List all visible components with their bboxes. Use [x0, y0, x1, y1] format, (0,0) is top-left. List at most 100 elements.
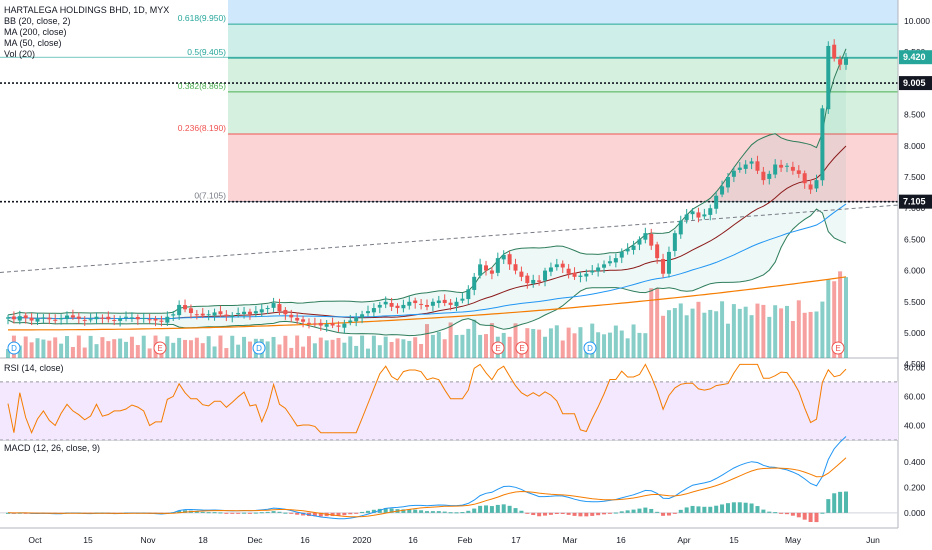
volume-bar	[525, 328, 530, 358]
macd-hist-bar	[401, 509, 406, 513]
rsi-legend[interactable]: RSI (14, close)	[4, 363, 64, 373]
candle-body	[525, 275, 530, 284]
candle-body	[696, 212, 701, 218]
volume-bar	[631, 324, 636, 358]
volume-bar	[277, 344, 282, 358]
event-marker-label: E	[835, 344, 840, 353]
macd-hist-bar	[649, 508, 654, 513]
macd-hist-bar	[672, 512, 677, 514]
volume-bar	[767, 316, 772, 358]
candle-body	[124, 316, 129, 318]
candle-body	[844, 57, 848, 65]
macd-tick-label: 0.000	[904, 508, 926, 518]
macd-hist-bar	[253, 512, 258, 514]
macd-hist-bar	[259, 512, 264, 514]
candle-body	[454, 301, 459, 307]
volume-bar	[395, 338, 400, 358]
macd-hist-bar	[513, 508, 518, 513]
volume-bar	[672, 308, 677, 358]
volume-bar	[554, 325, 559, 358]
vol-legend[interactable]: Vol (20)	[4, 49, 36, 59]
macd-hist-bar	[525, 512, 530, 514]
volume-bar	[543, 336, 548, 358]
candle-body	[631, 245, 636, 250]
candle-body	[236, 313, 241, 315]
volume-bar	[537, 329, 542, 358]
macd-hist-bar	[749, 503, 754, 513]
ma50-line	[7, 203, 847, 320]
macd-hist-bar	[177, 510, 182, 513]
candle-body	[690, 211, 695, 215]
macd-hist-bar	[584, 512, 589, 517]
candle-body	[484, 265, 489, 271]
macd-hist-bar	[407, 509, 412, 513]
volume-bar	[484, 334, 489, 358]
macd-tick-label: 0.400	[904, 457, 926, 467]
fib-labels: 0.618(9.950) 0.5(9.405) 0.382(8.865) 0.236(…	[178, 13, 226, 201]
event-marker-label: D	[587, 344, 593, 353]
macd-hist-bar	[537, 512, 542, 517]
candle-body	[826, 45, 831, 110]
volume-bar	[666, 310, 671, 358]
volume-bar	[17, 345, 22, 358]
macd-hist-bar	[702, 506, 707, 513]
volume-bar	[436, 331, 441, 358]
candle-body	[312, 323, 317, 325]
macd-hist-bar	[430, 511, 435, 513]
macd-hist-bar	[619, 511, 624, 513]
time-tick-label: Apr	[677, 535, 690, 545]
candle-body	[354, 317, 359, 322]
candle-body	[17, 316, 22, 321]
volume-bar	[212, 346, 217, 358]
macd-hist-bar	[661, 512, 666, 516]
volume-bar	[147, 348, 152, 358]
volume-bar	[165, 336, 170, 358]
volume-bar	[135, 345, 140, 358]
bb-legend[interactable]: BB (20, close, 2)	[4, 16, 71, 26]
candle-body	[602, 264, 607, 268]
ma50-legend[interactable]: MA (50, close)	[4, 38, 62, 48]
candle-body	[65, 315, 70, 320]
volume-bar	[301, 346, 306, 358]
volume-bar	[832, 281, 837, 358]
macd-hist-bar	[448, 512, 453, 514]
ma200-legend[interactable]: MA (200, close)	[4, 27, 67, 37]
volume-bar	[844, 277, 848, 358]
candle-body	[94, 316, 99, 320]
candle-body	[265, 308, 270, 310]
volume-bar	[23, 336, 28, 358]
macd-legend[interactable]: MACD (12, 26, close, 9)	[4, 443, 101, 453]
volume-bar	[725, 323, 730, 358]
candle-body	[507, 254, 512, 265]
volume-bar	[413, 337, 418, 358]
candle-body	[277, 304, 282, 312]
volume-bar	[88, 335, 93, 358]
volume-bar	[838, 271, 843, 358]
fibonacci-retracement[interactable]	[0, 0, 898, 203]
macd-hist-bar	[826, 499, 831, 513]
candle-body	[253, 311, 258, 314]
candle-body	[637, 239, 642, 245]
candle-body	[790, 166, 795, 171]
volume-bar	[566, 327, 571, 358]
volume-bar	[53, 337, 58, 358]
volume-bar	[35, 338, 40, 358]
bb-fill	[8, 48, 846, 336]
volume-bar	[230, 335, 235, 358]
volume-bar	[531, 328, 536, 358]
candle-body	[743, 164, 748, 169]
price-badge-label: 7.105	[903, 197, 926, 207]
volume-bar	[513, 323, 518, 358]
time-tick-label: Nov	[140, 535, 156, 545]
fib-zone-236	[228, 133, 898, 202]
candle-body	[613, 258, 618, 263]
trend-line[interactable]	[0, 204, 899, 273]
macd-hist-bar	[460, 512, 465, 514]
volume-bar	[124, 341, 129, 358]
time-tick-label: Oct	[28, 535, 42, 545]
volume-bar	[312, 343, 317, 358]
volume-bar	[70, 346, 75, 358]
macd-hist-bar	[436, 511, 441, 513]
